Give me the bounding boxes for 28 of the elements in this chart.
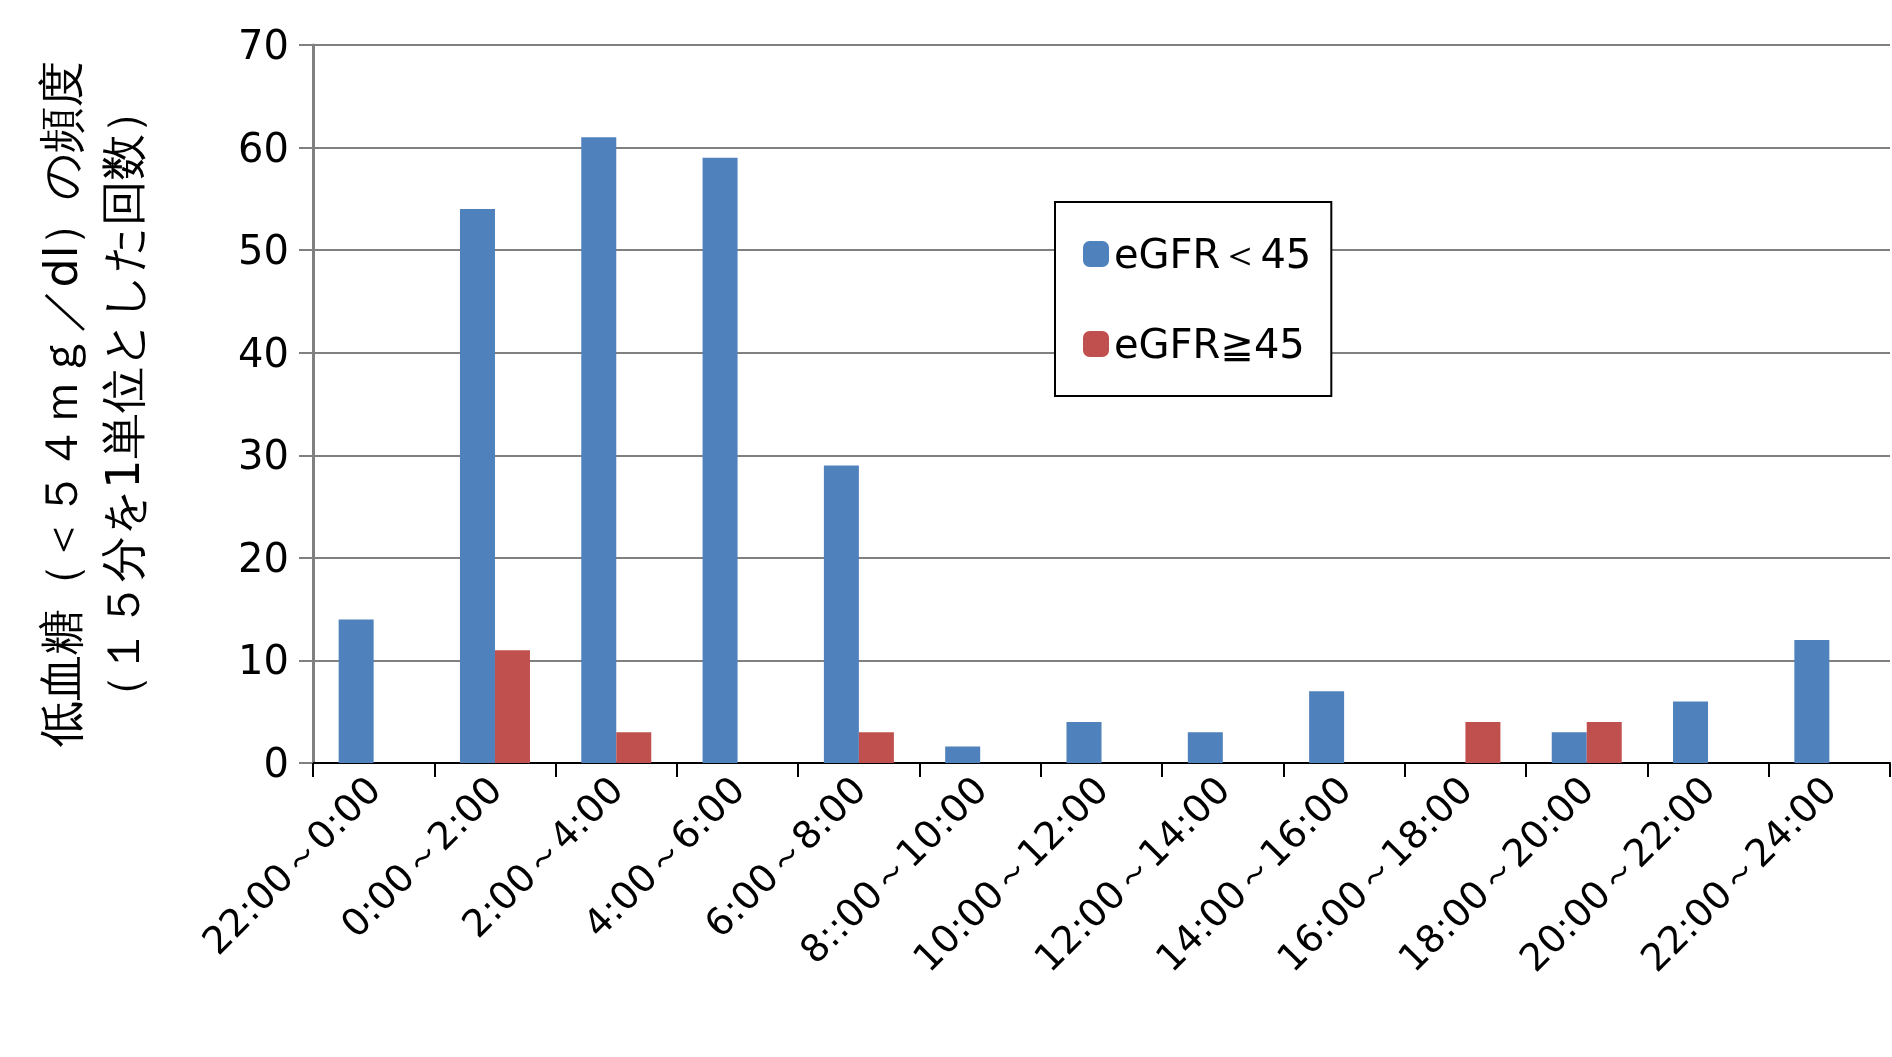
y-tick-label: 50 [238,227,289,274]
bar [945,746,981,763]
y-tick-label: 30 [238,432,289,479]
bar [1309,691,1345,763]
bar [1187,732,1223,763]
y-tick-label: 70 [238,22,289,68]
bar [494,650,530,763]
bar [616,732,652,763]
bar [459,209,495,763]
y-axis-title: 低血糖（＜５４ｍｇ／dl）の頻度（１５分を1単位とした回数） [34,60,150,748]
bar [338,619,374,763]
bar [1465,721,1501,763]
bar [1586,721,1622,763]
y-tick-label: 0 [263,740,289,786]
y-tick-label: 60 [238,124,289,171]
bar [1551,732,1587,763]
legend-label: eGFR≧45 [1114,321,1305,367]
bar [1794,639,1830,763]
bar [1673,701,1709,763]
bar [858,732,894,763]
bar [581,137,617,763]
legend-label: eGFR＜45 [1114,231,1312,277]
bar [702,157,738,763]
y-tick-label: 40 [238,329,289,376]
bar [823,465,859,763]
y-tick-label: 10 [238,637,289,684]
bar [1066,721,1102,763]
y-tick-label: 20 [238,534,289,581]
